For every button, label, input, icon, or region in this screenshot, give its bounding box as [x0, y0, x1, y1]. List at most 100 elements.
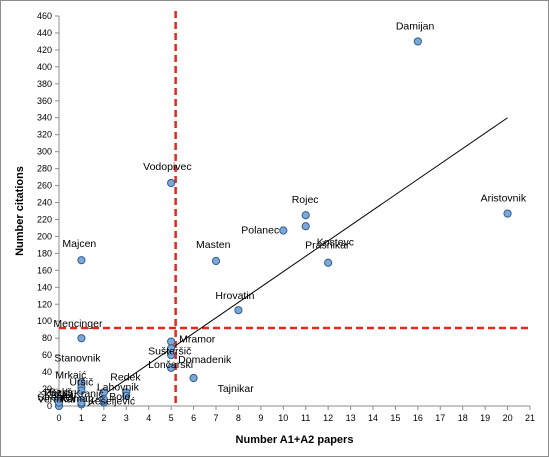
y-tick-label: 100 [37, 316, 52, 326]
x-axis-title: Number A1+A2 papers [236, 434, 354, 446]
point-label: Štrenfelj [37, 390, 76, 403]
point-label: Sušteršič [148, 345, 191, 357]
reference-lines [59, 11, 530, 406]
point-label: Prašnikar [305, 240, 350, 252]
data-point [167, 351, 176, 360]
x-tick-label: 12 [323, 413, 333, 423]
y-tick-label: 0 [47, 401, 52, 411]
y-tick-label: 440 [37, 28, 52, 38]
y-tick-label: 140 [37, 282, 52, 292]
point-label: Stanovnik [54, 352, 101, 364]
point-label: Mrkaić [55, 369, 86, 381]
point-label: Damijan [396, 20, 435, 32]
point-label: Redek [110, 371, 141, 383]
y-axis-title: Number citations [14, 166, 26, 256]
data-point [503, 209, 512, 218]
point-label: Bole [109, 391, 130, 403]
data-point [77, 334, 86, 343]
x-tick-label: 5 [169, 413, 174, 423]
x-tick-label: 3 [124, 413, 129, 423]
x-tick-label: 18 [458, 413, 468, 423]
x-tick-label: 14 [368, 413, 378, 423]
point-label: Mramor [179, 334, 216, 346]
x-tick-label: 19 [480, 413, 490, 423]
point-label: Lončarski [148, 359, 193, 371]
y-tick-label: 360 [37, 96, 52, 106]
y-tick-label: 400 [37, 62, 52, 72]
data-point [167, 363, 176, 372]
data-point [77, 386, 86, 395]
x-tick-label: 0 [56, 413, 61, 423]
trendline [87, 117, 508, 407]
point-label: Kranjc [74, 388, 104, 400]
x-tick-label: 7 [213, 413, 218, 423]
point-label: Koman [60, 393, 93, 405]
y-tick-label: 80 [42, 333, 52, 343]
tick-layer: 0204060801001201401601802002202402602803… [37, 11, 535, 423]
y-tick-label: 460 [37, 11, 52, 21]
point-label: Hrovatin [215, 290, 254, 302]
y-tick-label: 240 [37, 198, 52, 208]
y-tick-label: 420 [37, 45, 52, 55]
data-point [413, 37, 422, 46]
point-label: Bekš [49, 387, 72, 399]
data-point [77, 256, 86, 265]
data-point [211, 256, 221, 266]
x-tick-label: 20 [503, 413, 513, 423]
y-tick-label: 280 [37, 164, 52, 174]
data-point [189, 373, 198, 383]
point-label: Kešeljević [88, 396, 135, 408]
y-tick-label: 200 [37, 231, 52, 241]
point-label: Tajnikar [218, 383, 255, 395]
data-point [301, 211, 310, 220]
point-label: Lahovnik [97, 381, 140, 393]
y-tick-label: 40 [42, 367, 52, 377]
data-point [234, 306, 243, 315]
y-tick-label: 60 [42, 350, 52, 360]
y-tick-label: 340 [37, 113, 52, 123]
x-tick-label: 9 [258, 413, 263, 423]
point-label: Košak [44, 389, 74, 401]
y-tick-label: 20 [42, 384, 52, 394]
x-tick-label: 21 [525, 413, 535, 423]
y-tick-label: 180 [37, 248, 52, 258]
point-label: Polanec [241, 225, 279, 237]
point-label: Kostevc [317, 236, 354, 248]
data-point [324, 258, 333, 267]
x-tick-label: 13 [346, 413, 356, 423]
point-label: Aristovnik [481, 193, 527, 205]
x-tick-label: 11 [301, 413, 310, 423]
point-label: Majcen [62, 238, 96, 250]
y-tick-label: 260 [37, 181, 52, 191]
point-label: Domadenik [178, 354, 232, 366]
y-tick-label: 300 [37, 147, 52, 157]
data-point [301, 222, 310, 231]
point-label: Masten [196, 239, 231, 251]
point-label: Vernikar [37, 394, 76, 406]
point-labels: Damijan Aristovnik Vodopivec Rojec Polanec Ko… [37, 20, 526, 407]
x-tick-label: 17 [435, 413, 445, 423]
point-label: Vodopivec [143, 161, 191, 173]
data-point [122, 391, 131, 400]
point-label: Mencinger [53, 318, 103, 330]
x-tick-label: 8 [236, 413, 241, 423]
y-tick-label: 120 [37, 299, 52, 309]
data-point [77, 398, 86, 407]
axes [58, 16, 530, 407]
data-point [279, 226, 288, 235]
data-point [167, 178, 176, 188]
point-label: Rojec [292, 194, 319, 206]
x-tick-label: 16 [413, 413, 423, 423]
y-tick-label: 320 [37, 130, 52, 140]
x-tick-label: 2 [101, 413, 106, 423]
trendline-path [87, 117, 508, 407]
x-tick-label: 10 [278, 413, 288, 423]
data-point [54, 398, 64, 407]
x-tick-label: 6 [191, 413, 196, 423]
x-tick-label: 4 [146, 413, 151, 423]
data-points [54, 37, 512, 411]
data-point [99, 395, 108, 404]
y-tick-label: 160 [37, 265, 52, 275]
y-tick-label: 220 [37, 214, 52, 224]
